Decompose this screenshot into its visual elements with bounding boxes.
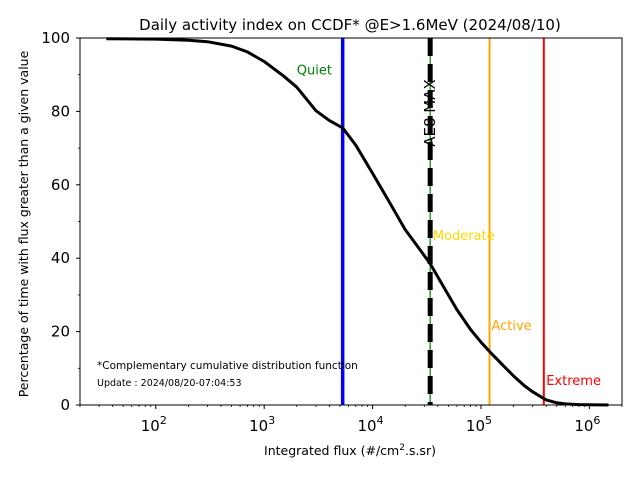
footnote: *Complementary cumulative distribution f… xyxy=(97,360,358,372)
x-axis-label: Integrated flux (#/cm2.s.sr) xyxy=(264,443,436,458)
x-tick-label: 105 xyxy=(466,414,492,435)
x-tick-label: 103 xyxy=(249,414,275,435)
x-tick-label: 104 xyxy=(358,414,384,435)
ccdf-curve xyxy=(106,37,609,407)
x-tick-label: 106 xyxy=(574,414,600,435)
threshold-label-active: Active xyxy=(491,319,531,334)
x-axis: 102 103 104 105 106 xyxy=(79,405,623,435)
y-axis: 0 20 40 60 80 100 xyxy=(41,29,80,414)
ae8-max-label: AE8 MAX xyxy=(421,79,439,147)
y-axis-label: Percentage of time with flux greater tha… xyxy=(16,50,31,397)
chart-title: Daily activity index on CCDF* @E>1.6MeV … xyxy=(139,16,561,34)
x-tick-label: 102 xyxy=(141,414,167,435)
threshold-label-extreme: Extreme xyxy=(546,374,601,389)
y-tick-label: 0 xyxy=(60,396,70,414)
threshold-label-moderate: Moderate xyxy=(433,229,495,244)
plot-area: AE8 MAX Quiet Moderate Active Extreme xyxy=(106,37,609,407)
y-tick-label: 60 xyxy=(51,176,70,194)
y-tick-label: 20 xyxy=(51,323,70,341)
threshold-label-quiet: Quiet xyxy=(297,64,332,79)
y-tick-label: 40 xyxy=(51,249,70,267)
x-axis-label-superscript: 2 xyxy=(399,443,405,453)
y-tick-label: 80 xyxy=(51,102,70,120)
y-tick-label: 100 xyxy=(41,29,70,47)
plot-frame xyxy=(79,37,623,406)
update-stamp: Update : 2024/08/20-07:04:53 xyxy=(97,378,242,389)
